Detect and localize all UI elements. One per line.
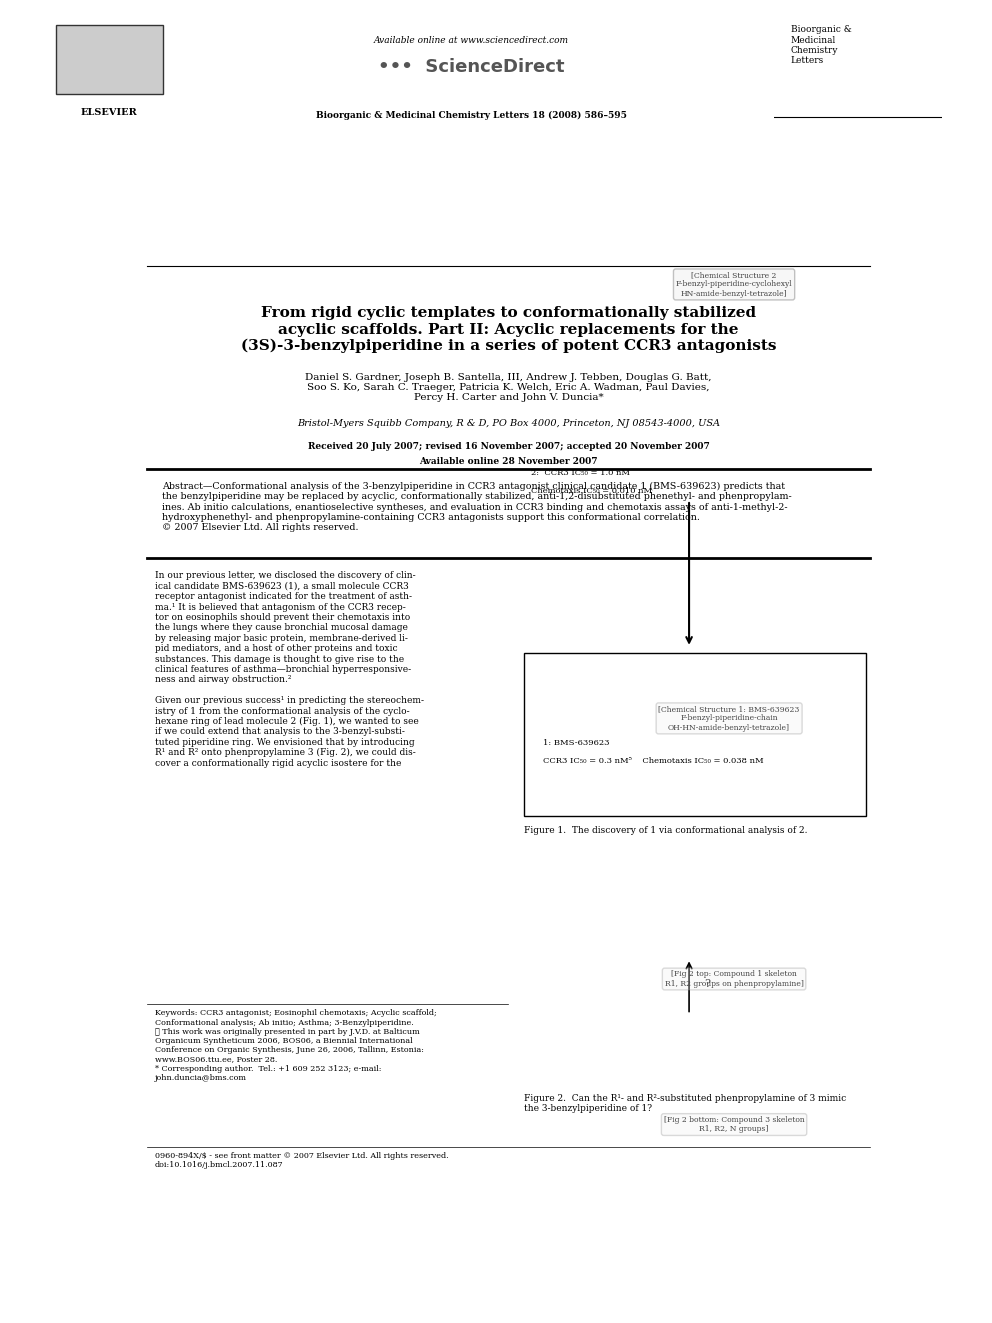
Text: Bristol-Myers Squibb Company, R & D, PO Box 4000, Princeton, NJ 08543-4000, USA: Bristol-Myers Squibb Company, R & D, PO …: [297, 418, 720, 427]
Text: •••  ScienceDirect: ••• ScienceDirect: [378, 58, 564, 77]
Text: [Chemical Structure 2
F-benzyl-piperidine-cyclohexyl
HN-amide-benzyl-tetrazole]: [Chemical Structure 2 F-benzyl-piperidin…: [676, 271, 793, 298]
Text: CCR3 IC₅₀ = 0.3 nM⁵    Chemotaxis IC₅₀ = 0.038 nM: CCR3 IC₅₀ = 0.3 nM⁵ Chemotaxis IC₅₀ = 0.…: [543, 757, 764, 765]
Bar: [56, 25, 163, 94]
Text: Keywords: CCR3 antagonist; Eosinophil chemotaxis; Acyclic scaffold;
Conformation: Keywords: CCR3 antagonist; Eosinophil ch…: [155, 1009, 436, 1082]
Text: Available online at www.sciencedirect.com: Available online at www.sciencedirect.co…: [374, 36, 568, 45]
Text: Figure 1.  The discovery of 1 via conformational analysis of 2.: Figure 1. The discovery of 1 via conform…: [524, 826, 807, 835]
Text: Figure 2.  Can the R¹- and R²-substituted phenpropylamine of 3 mimic
the 3-benzy: Figure 2. Can the R¹- and R²-substituted…: [524, 1094, 846, 1114]
Text: [Chemical Structure 1: BMS-639623
F-benzyl-piperidine-chain
OH-HN-amide-benzyl-t: [Chemical Structure 1: BMS-639623 F-benz…: [659, 705, 800, 732]
Text: Received 20 July 2007; revised 16 November 2007; accepted 20 November 2007: Received 20 July 2007; revised 16 Novemb…: [308, 442, 709, 451]
Text: From rigid cyclic templates to conformationally stabilized
acyclic scaffolds. Pa: From rigid cyclic templates to conformat…: [241, 307, 776, 353]
Text: In our previous letter, we disclosed the discovery of clin-
ical candidate BMS-6: In our previous letter, we disclosed the…: [155, 572, 424, 767]
Text: Daniel S. Gardner, Joseph B. Santella, III, Andrew J. Tebben, Douglas G. Batt,
S: Daniel S. Gardner, Joseph B. Santella, I…: [306, 373, 711, 402]
Text: Bioorganic & Medicinal Chemistry Letters 18 (2008) 586–595: Bioorganic & Medicinal Chemistry Letters…: [315, 111, 627, 120]
Text: ELSEVIER: ELSEVIER: [80, 108, 138, 118]
Text: [Fig 2 top: Compound 1 skeleton
R1, R2 groups on phenpropylamine]: [Fig 2 top: Compound 1 skeleton R1, R2 g…: [665, 970, 804, 988]
Text: Abstract—Conformational analysis of the 3-benzylpiperidine in CCR3 antagonist cl: Abstract—Conformational analysis of the …: [163, 482, 793, 532]
Text: Chemotaxis IC₅₀ = 0.010 nM: Chemotaxis IC₅₀ = 0.010 nM: [532, 487, 653, 495]
Bar: [524, 652, 866, 816]
Text: ?: ?: [704, 979, 710, 988]
Text: [Fig 2 bottom: Compound 3 skeleton
R1, R2, N groups]: [Fig 2 bottom: Compound 3 skeleton R1, R…: [664, 1115, 805, 1134]
Text: 0960-894X/$ - see front matter © 2007 Elsevier Ltd. All rights reserved.
doi:10.: 0960-894X/$ - see front matter © 2007 El…: [155, 1152, 448, 1170]
Text: 1: BMS-639623: 1: BMS-639623: [543, 740, 609, 747]
Text: Bioorganic &
Medicinal
Chemistry
Letters: Bioorganic & Medicinal Chemistry Letters: [791, 25, 851, 65]
Text: 2:  CCR3 IC₅₀ = 1.0 nM: 2: CCR3 IC₅₀ = 1.0 nM: [532, 470, 631, 478]
Text: Available online 28 November 2007: Available online 28 November 2007: [420, 458, 597, 466]
